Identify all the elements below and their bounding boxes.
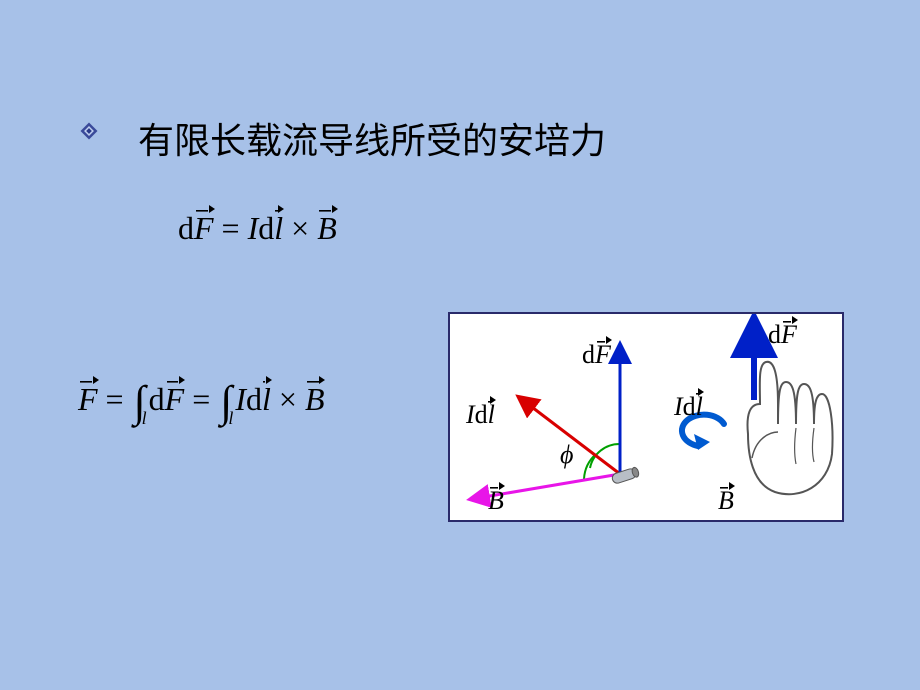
- vector-B: B: [305, 381, 325, 418]
- current-I: I: [248, 210, 259, 246]
- integral-bound: l: [142, 408, 147, 429]
- equals: =: [184, 381, 218, 417]
- cross-product: ×: [283, 210, 317, 246]
- cross-product: ×: [271, 381, 305, 417]
- d-operator: d: [149, 381, 165, 417]
- vector-F: F: [78, 381, 98, 418]
- formula-differential: dF = Idl × B: [178, 210, 337, 247]
- label-dF-right: dF: [768, 320, 797, 350]
- vector-l: l: [274, 210, 283, 247]
- label-dF-left: dF: [582, 340, 611, 370]
- label-B-left: B: [488, 486, 504, 516]
- vector-F: F: [165, 381, 185, 418]
- d-operator: d: [246, 381, 262, 417]
- right-hand-icon: [748, 362, 833, 494]
- label-Idl-left: Idl: [466, 400, 495, 430]
- formula-integral: F = ∫ldF = ∫lIdl × B: [78, 370, 324, 421]
- d-operator: d: [178, 210, 194, 246]
- vector-l: l: [262, 381, 271, 418]
- label-phi: ϕ: [560, 440, 573, 470]
- label-Idl-right: Idl: [674, 392, 703, 422]
- current-I: I: [235, 381, 246, 417]
- vector-F: F: [194, 210, 214, 247]
- d-operator: d: [258, 210, 274, 246]
- bullet-diamond-icon: [78, 120, 100, 142]
- slide-title: 有限长载流导线所受的安培力: [138, 112, 606, 164]
- label-B-right: B: [718, 486, 734, 516]
- equals: =: [98, 381, 132, 417]
- integral-bound: l: [228, 408, 233, 429]
- equals: =: [214, 210, 248, 246]
- vector-B: B: [317, 210, 337, 247]
- vector-diagram-box: dF dF Idl Idl ϕ B B: [448, 312, 844, 522]
